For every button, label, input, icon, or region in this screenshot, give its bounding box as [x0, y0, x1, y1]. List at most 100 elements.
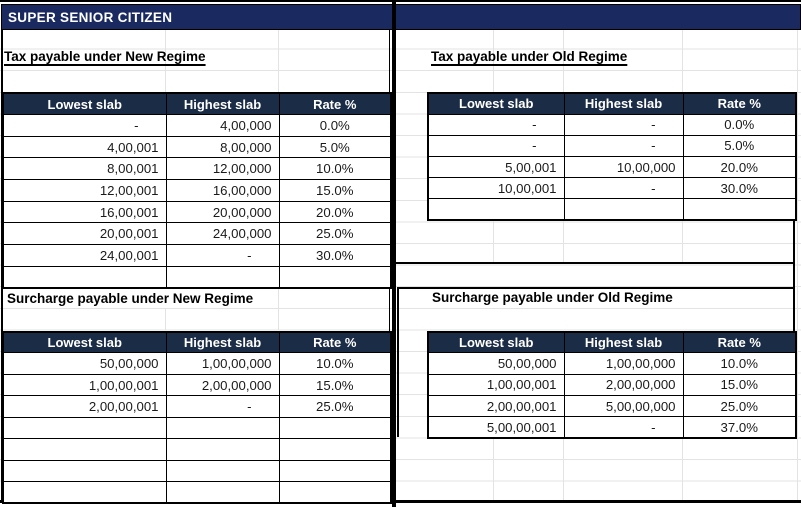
- value-cell[interactable]: 10.0%: [682, 352, 797, 375]
- surcharge-old-regime-title[interactable]: Surcharge payable under Old Regime: [432, 290, 673, 305]
- empty-cell[interactable]: [165, 481, 280, 504]
- value-cell[interactable]: 20,00,000: [165, 200, 280, 224]
- empty-cell[interactable]: [165, 438, 280, 461]
- value-cell[interactable]: 25.0%: [278, 222, 392, 246]
- value-cell[interactable]: 8,00,001: [2, 157, 167, 181]
- value-cell[interactable]: -: [427, 134, 565, 158]
- value-cell[interactable]: 2,00,00,001: [427, 394, 565, 418]
- empty-cell[interactable]: [2, 459, 167, 483]
- value-cell[interactable]: 20.0%: [278, 200, 392, 224]
- value-cell[interactable]: 5,00,001: [427, 156, 565, 179]
- value-cell[interactable]: -: [563, 113, 684, 136]
- value-cell[interactable]: 12,00,000: [165, 157, 280, 181]
- value-cell[interactable]: 16,00,000: [165, 179, 280, 202]
- column-header-cell[interactable]: Highest slab: [165, 330, 280, 354]
- value-cell[interactable]: 15.0%: [682, 373, 797, 396]
- value-cell[interactable]: 20.0%: [682, 156, 797, 179]
- value-cell[interactable]: 16,00,001: [2, 200, 167, 224]
- value-cell[interactable]: 24,00,001: [2, 244, 167, 267]
- tax-new-regime-table[interactable]: Lowest slab Highest slab Rate % -4,00,000 0.…: [2, 92, 392, 289]
- column-header-cell[interactable]: Rate %: [682, 330, 797, 354]
- column-header-cell[interactable]: Highest slab: [563, 92, 684, 115]
- column-header-cell[interactable]: Rate %: [682, 92, 797, 115]
- value-cell[interactable]: 4,00,001: [2, 135, 167, 159]
- value-cell[interactable]: 37.0%: [682, 416, 797, 439]
- value-cell[interactable]: -: [165, 395, 280, 418]
- tax-old-regime-table[interactable]: Lowest slab Highest slab Rate % - -0.0% - -5.0…: [427, 92, 797, 222]
- value-cell[interactable]: 25.0%: [278, 395, 392, 418]
- column-header-cell[interactable]: Lowest slab: [427, 92, 565, 115]
- value-cell[interactable]: 1,00,00,000: [563, 352, 684, 375]
- tax-new-regime-title[interactable]: Tax payable under New Regime: [4, 49, 206, 64]
- column-header-cell[interactable]: Highest slab: [563, 330, 684, 354]
- value-cell[interactable]: 5,00,00,000: [563, 394, 684, 418]
- tax-old-regime-title[interactable]: Tax payable under Old Regime: [431, 49, 628, 64]
- value-cell[interactable]: 30.0%: [278, 244, 392, 267]
- value-cell[interactable]: 50,00,000: [2, 352, 167, 375]
- table-row: [427, 198, 797, 221]
- sheet-title-cell[interactable]: SUPER SENIOR CITIZEN: [1, 4, 801, 30]
- empty-cell[interactable]: [278, 416, 392, 440]
- value-cell[interactable]: 4,00,000: [165, 114, 280, 137]
- value-cell[interactable]: 15.0%: [278, 179, 392, 202]
- empty-cell[interactable]: [427, 198, 565, 221]
- value-cell[interactable]: 2,00,00,000: [165, 373, 280, 397]
- surcharge-new-regime-title[interactable]: Surcharge payable under New Regime: [7, 291, 254, 306]
- table-row: [2, 265, 392, 289]
- empty-cell[interactable]: [165, 459, 280, 483]
- gridline: [493, 219, 494, 262]
- empty-cell[interactable]: [682, 198, 797, 221]
- value-cell[interactable]: -: [563, 416, 684, 439]
- value-cell[interactable]: 1,00,00,001: [2, 373, 167, 397]
- value-cell[interactable]: 12,00,001: [2, 179, 167, 202]
- empty-cell[interactable]: [2, 438, 167, 461]
- table-row: [2, 438, 392, 461]
- value-cell[interactable]: 24,00,000: [165, 222, 280, 246]
- empty-cell[interactable]: [278, 481, 392, 504]
- value-cell[interactable]: 1,00,00,000: [165, 352, 280, 375]
- column-header-cell[interactable]: Rate %: [278, 92, 392, 116]
- value-cell[interactable]: 2,00,00,000: [563, 373, 684, 396]
- value-cell[interactable]: 0.0%: [682, 113, 797, 136]
- empty-cell[interactable]: [563, 198, 684, 221]
- empty-cell[interactable]: [2, 265, 167, 289]
- value-cell[interactable]: 8,00,000: [165, 135, 280, 159]
- value-cell[interactable]: 10.0%: [278, 157, 392, 181]
- column-header-cell[interactable]: Highest slab: [165, 92, 280, 116]
- empty-cell[interactable]: [278, 459, 392, 483]
- column-header-cell[interactable]: Lowest slab: [2, 330, 167, 354]
- value-cell[interactable]: 15.0%: [278, 373, 392, 397]
- empty-cell[interactable]: [165, 265, 280, 289]
- column-header-cell[interactable]: Lowest slab: [2, 92, 167, 116]
- value-cell[interactable]: -: [563, 177, 684, 200]
- column-header-cell[interactable]: Lowest slab: [427, 330, 565, 354]
- value-cell[interactable]: -: [427, 113, 565, 136]
- table-row: [2, 481, 392, 504]
- value-cell[interactable]: -: [563, 134, 684, 158]
- value-cell[interactable]: -: [2, 114, 167, 137]
- value-cell[interactable]: 10,00,000: [563, 156, 684, 179]
- empty-cell[interactable]: [2, 481, 167, 504]
- value-cell[interactable]: 20,00,001: [2, 222, 167, 246]
- header-row: Lowest slab Highest slab Rate %: [2, 92, 392, 116]
- value-cell[interactable]: -: [165, 244, 280, 267]
- surcharge-old-regime-table[interactable]: Lowest slab Highest slab Rate % 50,00,000 1,…: [427, 330, 797, 439]
- value-cell[interactable]: 10.0%: [278, 352, 392, 375]
- empty-cell[interactable]: [2, 416, 167, 440]
- empty-cell[interactable]: [278, 265, 392, 289]
- value-cell[interactable]: 5,00,00,001: [427, 416, 565, 439]
- value-cell[interactable]: 1,00,00,001: [427, 373, 565, 396]
- value-cell[interactable]: 0.0%: [278, 114, 392, 137]
- empty-cell[interactable]: [165, 416, 280, 440]
- value-cell[interactable]: 50,00,000: [427, 352, 565, 375]
- empty-cell[interactable]: [278, 438, 392, 461]
- value-cell[interactable]: 5.0%: [278, 135, 392, 159]
- value-cell[interactable]: 25.0%: [682, 394, 797, 418]
- table-row: 50,00,000 1,00,00,000 10.0%: [427, 352, 797, 375]
- surcharge-new-regime-table[interactable]: Lowest slab Highest slab Rate % 50,00,000 1,…: [2, 330, 392, 504]
- column-header-cell[interactable]: Rate %: [278, 330, 392, 354]
- value-cell[interactable]: 10,00,001: [427, 177, 565, 200]
- value-cell[interactable]: 5.0%: [682, 134, 797, 158]
- value-cell[interactable]: 2,00,00,001: [2, 395, 167, 418]
- value-cell[interactable]: 30.0%: [682, 177, 797, 200]
